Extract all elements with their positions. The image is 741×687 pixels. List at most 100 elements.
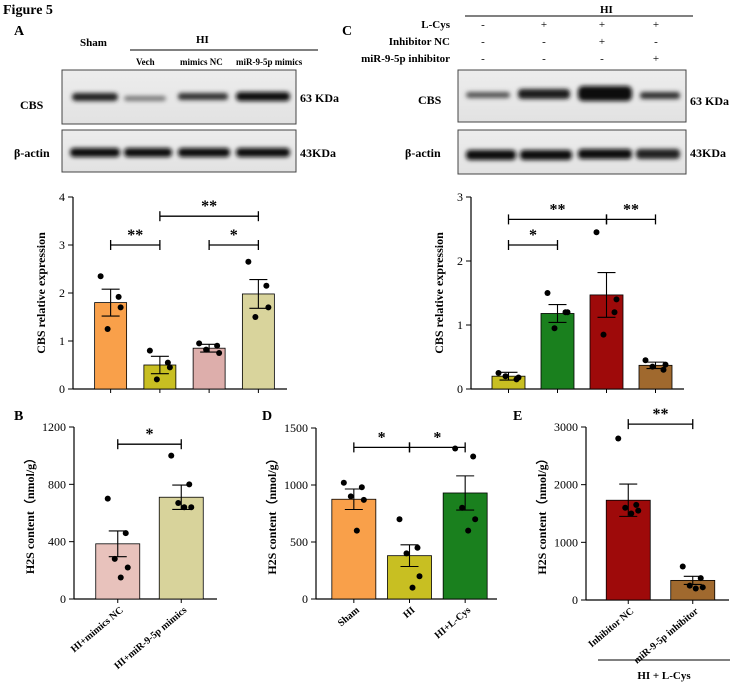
blot-a-cbs-kda: 63 KDa [300, 91, 339, 105]
data-point [214, 342, 221, 349]
data-point [252, 314, 259, 320]
data-point [188, 504, 195, 511]
data-point [699, 584, 706, 591]
data-point [633, 501, 640, 508]
lane-mimics-nc-label: mimics NC [180, 57, 223, 67]
data-point [175, 499, 182, 506]
y-tick-label: 0 [59, 382, 65, 396]
bar [241, 293, 275, 390]
treatment-sign: - [481, 53, 485, 65]
chart-e-h2s-content: 0 1000 2000 3000 H2S content（nmol/g） Inhibito… [534, 406, 729, 666]
data-point [181, 504, 188, 511]
treatment-sign: + [599, 36, 605, 48]
lane-sham-label: Sham [80, 37, 107, 49]
data-point [124, 564, 131, 571]
significance-label: ** [653, 406, 669, 423]
data-point [611, 309, 618, 316]
y-tick-label: 800 [48, 477, 66, 491]
data-point [111, 555, 118, 562]
data-point [622, 504, 629, 511]
treatment-sign: - [481, 36, 485, 48]
y-tick-label: 500 [290, 535, 308, 549]
treatment-sign: + [653, 19, 659, 31]
data-point [416, 573, 423, 580]
data-point [564, 309, 571, 316]
data-point [115, 293, 122, 300]
data-point [635, 507, 642, 514]
data-point [104, 326, 111, 332]
lane-vech-label: Vech [136, 57, 155, 67]
chart-b-h2s-content: 0 400 800 1200 H2S content（nmol/g） HI+mimics … [22, 420, 217, 672]
treatment-sign: - [654, 36, 658, 48]
data-point [164, 359, 171, 366]
blot-a-cbs [61, 69, 297, 125]
data-point [544, 290, 551, 296]
bar [331, 498, 377, 600]
blot-c-actin [457, 129, 687, 175]
data-point [660, 366, 667, 373]
y-tick-label: 3000 [554, 420, 578, 434]
x-tick-label: HI [401, 605, 417, 621]
treatment-sign: + [599, 19, 605, 31]
y-tick-label: 0 [302, 592, 308, 606]
y-tick-label: 0 [457, 382, 463, 396]
blot-c-cbs-kda: 63 KDa [690, 94, 729, 108]
treatment-sign: + [541, 19, 547, 31]
data-point [265, 304, 272, 311]
data-point [692, 585, 699, 592]
blot-c-cbs [457, 69, 687, 123]
data-point [459, 504, 466, 511]
data-point [409, 584, 416, 591]
y-axis-label: CBS relative expression [432, 232, 446, 354]
data-point [502, 373, 509, 380]
treatment-table: L-Cys - + + + Inhibitor NC - - + - miR-9-5p inhibi… [361, 19, 659, 65]
data-point [216, 350, 223, 356]
x-tick-label: miR-9-5p inhibitor [632, 606, 701, 667]
data-point [117, 304, 124, 311]
panel-a-letter: A [14, 24, 25, 39]
data-point [551, 325, 558, 332]
panel-e-group-label: HI + L-Cys [637, 670, 691, 682]
blot-a-cbs-label: CBS [20, 98, 44, 112]
data-point [600, 331, 607, 338]
data-point [697, 575, 704, 582]
data-point [628, 510, 635, 517]
data-point [679, 563, 686, 570]
significance-label: ** [201, 198, 217, 215]
blot-c-actin-kda: 43KDa [690, 146, 726, 160]
x-tick-label: Sham [336, 604, 362, 629]
data-point [245, 258, 252, 265]
x-tick-label: HI+mimics NC [69, 605, 126, 655]
y-axis-label: CBS relative expression [34, 232, 48, 354]
data-point [97, 273, 104, 280]
x-tick-label: HI+miR-9-5p mimics [112, 605, 189, 672]
significance-label: * [378, 429, 386, 446]
y-axis-label: H2S content（nmol/g） [22, 452, 37, 574]
data-point [593, 229, 600, 236]
chart-d-h2s-content: 0 500 1000 1500 H2S content（nmol/g） Sham HI HI+… [264, 421, 497, 641]
x-tick-label: HI+L-Cys [433, 605, 473, 641]
data-point [472, 516, 479, 523]
y-tick-label: 0 [572, 593, 578, 607]
y-tick-label: 2000 [554, 478, 578, 492]
data-point [122, 530, 129, 537]
bar [540, 313, 575, 390]
y-tick-label: 1200 [42, 420, 66, 434]
data-point [203, 346, 210, 353]
panel-c-hi-label: HI [600, 4, 613, 16]
panel-b-letter: B [14, 409, 23, 424]
data-point [353, 527, 360, 534]
treatment-row-label: miR-9-5p inhibitor [361, 53, 450, 65]
y-tick-label: 1 [457, 318, 463, 332]
significance-label: ** [623, 201, 639, 218]
bar [158, 496, 204, 600]
data-point [166, 364, 173, 371]
data-point [642, 357, 649, 364]
y-tick-label: 0 [60, 592, 66, 606]
blot-c-cbs-label: CBS [418, 93, 442, 107]
panel-d-letter: D [262, 409, 272, 424]
data-point [686, 582, 693, 589]
y-tick-label: 1000 [284, 478, 308, 492]
data-point [196, 340, 203, 347]
